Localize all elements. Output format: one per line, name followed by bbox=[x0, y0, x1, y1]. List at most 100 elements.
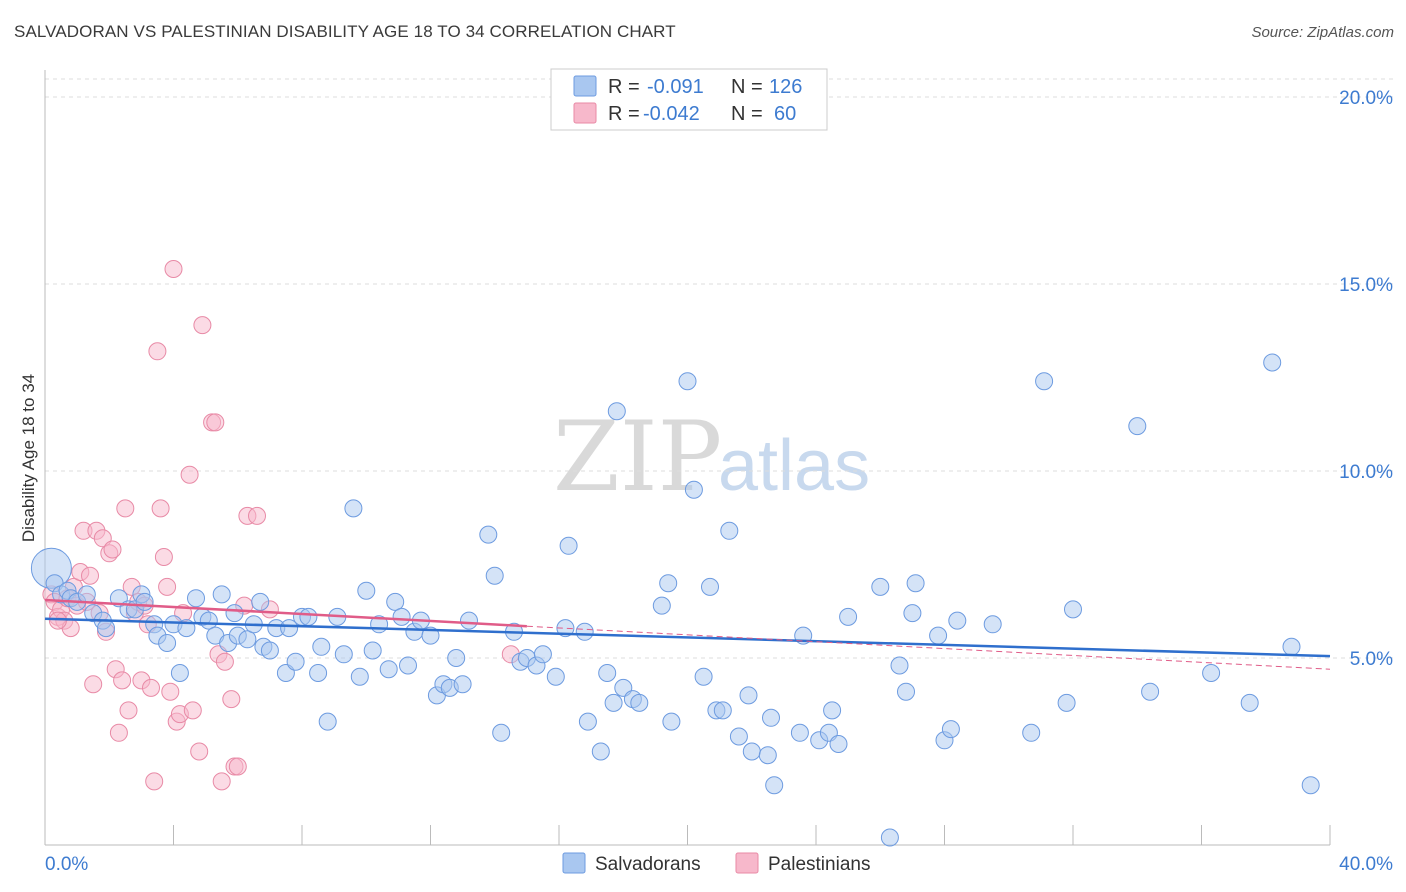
salvadoran-point bbox=[578, 712, 597, 731]
y-tick-label: 10.0% bbox=[1339, 462, 1393, 483]
salvadoran-point bbox=[533, 645, 552, 664]
watermark-atlas: atlas bbox=[718, 426, 870, 506]
legend-n-label: N = bbox=[731, 76, 763, 98]
source-credit: Source: ZipAtlas.com bbox=[1251, 24, 1394, 41]
salvadoran-point bbox=[604, 693, 623, 712]
salvadoran-point bbox=[701, 577, 719, 596]
palestinians-trend-extension bbox=[526, 625, 1331, 670]
salvadoran-point bbox=[280, 619, 299, 638]
salvadoran-point bbox=[312, 637, 331, 656]
salvadoran-point bbox=[1282, 637, 1301, 656]
salvadoran-point bbox=[392, 607, 411, 626]
salvadoran-point bbox=[460, 611, 478, 630]
series-label-salvadorans: Salvadorans bbox=[595, 854, 701, 875]
legend-r-label: R = bbox=[608, 103, 640, 125]
series-swatch-salvadorans bbox=[562, 852, 586, 874]
x-tick-label: 0.0% bbox=[45, 854, 88, 875]
legend-row-salvadorans: R = -0.091 N = 126 bbox=[573, 75, 802, 98]
salvadoran-point bbox=[662, 712, 681, 731]
palestinian-point bbox=[84, 675, 103, 694]
salvadoran-point bbox=[492, 723, 511, 742]
salvadoran-point bbox=[260, 641, 279, 660]
palestinian-point bbox=[119, 701, 138, 720]
series-swatch-palestinians bbox=[735, 852, 759, 874]
palestinian-point bbox=[142, 678, 160, 697]
salvadoran-point bbox=[158, 634, 177, 652]
legend-n-value-palestinians: 60 bbox=[774, 103, 796, 125]
legend-swatch-salvadorans bbox=[573, 75, 597, 97]
salvadoran-point bbox=[678, 372, 697, 391]
salvadoran-point bbox=[286, 652, 305, 671]
salvadoran-point bbox=[485, 566, 504, 585]
salvadoran-point bbox=[421, 626, 440, 645]
palestinian-point bbox=[48, 611, 67, 630]
salvadoran-point bbox=[871, 577, 890, 596]
correlation-legend: R = -0.091 N = 126 R = -0.042 N = 60 bbox=[550, 68, 828, 131]
salvadoran-point bbox=[948, 611, 967, 630]
salvadoran-point bbox=[386, 592, 405, 611]
salvadoran-point bbox=[1064, 600, 1082, 619]
salvadoran-point bbox=[684, 480, 703, 499]
legend-n-label: N = bbox=[731, 103, 763, 125]
palestinian-point bbox=[248, 506, 266, 525]
legend-n-value-salvadorans: 126 bbox=[769, 76, 802, 98]
salvadoran-point bbox=[1035, 372, 1054, 391]
palestinian-point bbox=[148, 342, 167, 361]
salvadoran-point bbox=[357, 581, 376, 600]
salvadoran-point bbox=[929, 626, 948, 645]
salvadoran-point bbox=[77, 585, 96, 604]
salvadoran-point bbox=[97, 619, 115, 638]
salvadoran-point bbox=[765, 776, 784, 795]
salvadoran-point bbox=[344, 499, 363, 518]
salvadoran-point bbox=[829, 735, 848, 753]
salvadoran-point bbox=[559, 536, 578, 555]
salvadoran-point bbox=[546, 667, 565, 686]
salvadoran-point bbox=[135, 592, 154, 611]
salvadoran-point bbox=[591, 742, 610, 761]
salvadoran-point bbox=[823, 701, 842, 720]
y-tick-label: 5.0% bbox=[1350, 649, 1393, 670]
palestinians-trend-line bbox=[44, 598, 527, 628]
palestinian-point bbox=[206, 413, 225, 432]
legend-r-label: R = bbox=[608, 76, 640, 98]
y-tick-label: 15.0% bbox=[1339, 275, 1393, 296]
palestinian-point bbox=[228, 757, 247, 776]
salvadoran-point bbox=[1128, 417, 1147, 436]
palestinian-point bbox=[81, 566, 99, 585]
palestinian-point bbox=[183, 701, 202, 720]
salvadoran-point bbox=[453, 675, 472, 694]
legend-swatch-palestinians bbox=[573, 102, 597, 124]
series-label-palestinians: Palestinians bbox=[768, 854, 870, 875]
palestinian-point bbox=[113, 671, 132, 690]
salvadoran-point bbox=[694, 667, 713, 686]
palestinian-point bbox=[151, 499, 170, 518]
salvadoran-point bbox=[758, 746, 777, 765]
salvadoran-point bbox=[309, 664, 328, 682]
salvadoran-point bbox=[238, 630, 257, 649]
palestinian-point bbox=[109, 723, 128, 742]
y-tick-label: 20.0% bbox=[1339, 88, 1393, 109]
legend-row-palestinians: R = -0.042 N = 60 bbox=[573, 102, 796, 125]
salvadoran-point bbox=[1022, 723, 1041, 742]
salvadoran-point bbox=[575, 622, 594, 641]
salvadoran-point bbox=[941, 720, 960, 739]
palestinian-point bbox=[154, 548, 173, 566]
salvadoran-point bbox=[713, 701, 732, 720]
palestinian-point bbox=[145, 772, 164, 791]
salvadoran-point bbox=[350, 667, 369, 686]
salvadoran-point bbox=[399, 656, 417, 675]
palestinian-point bbox=[215, 652, 234, 671]
salvadoran-point bbox=[729, 727, 748, 746]
series-legend-palestinians[interactable]: Palestinians bbox=[735, 852, 870, 875]
palestinian-point bbox=[116, 499, 135, 518]
salvadoran-point bbox=[790, 723, 809, 742]
palestinian-point bbox=[103, 540, 122, 559]
salvadoran-point bbox=[742, 742, 761, 761]
salvadoran-point bbox=[607, 402, 626, 421]
salvadoran-point bbox=[1263, 353, 1282, 372]
salvadoran-point bbox=[839, 607, 858, 626]
salvadoran-point bbox=[447, 649, 466, 667]
series-legend-salvadorans[interactable]: Salvadorans bbox=[562, 852, 701, 875]
salvadoran-point bbox=[187, 589, 205, 608]
